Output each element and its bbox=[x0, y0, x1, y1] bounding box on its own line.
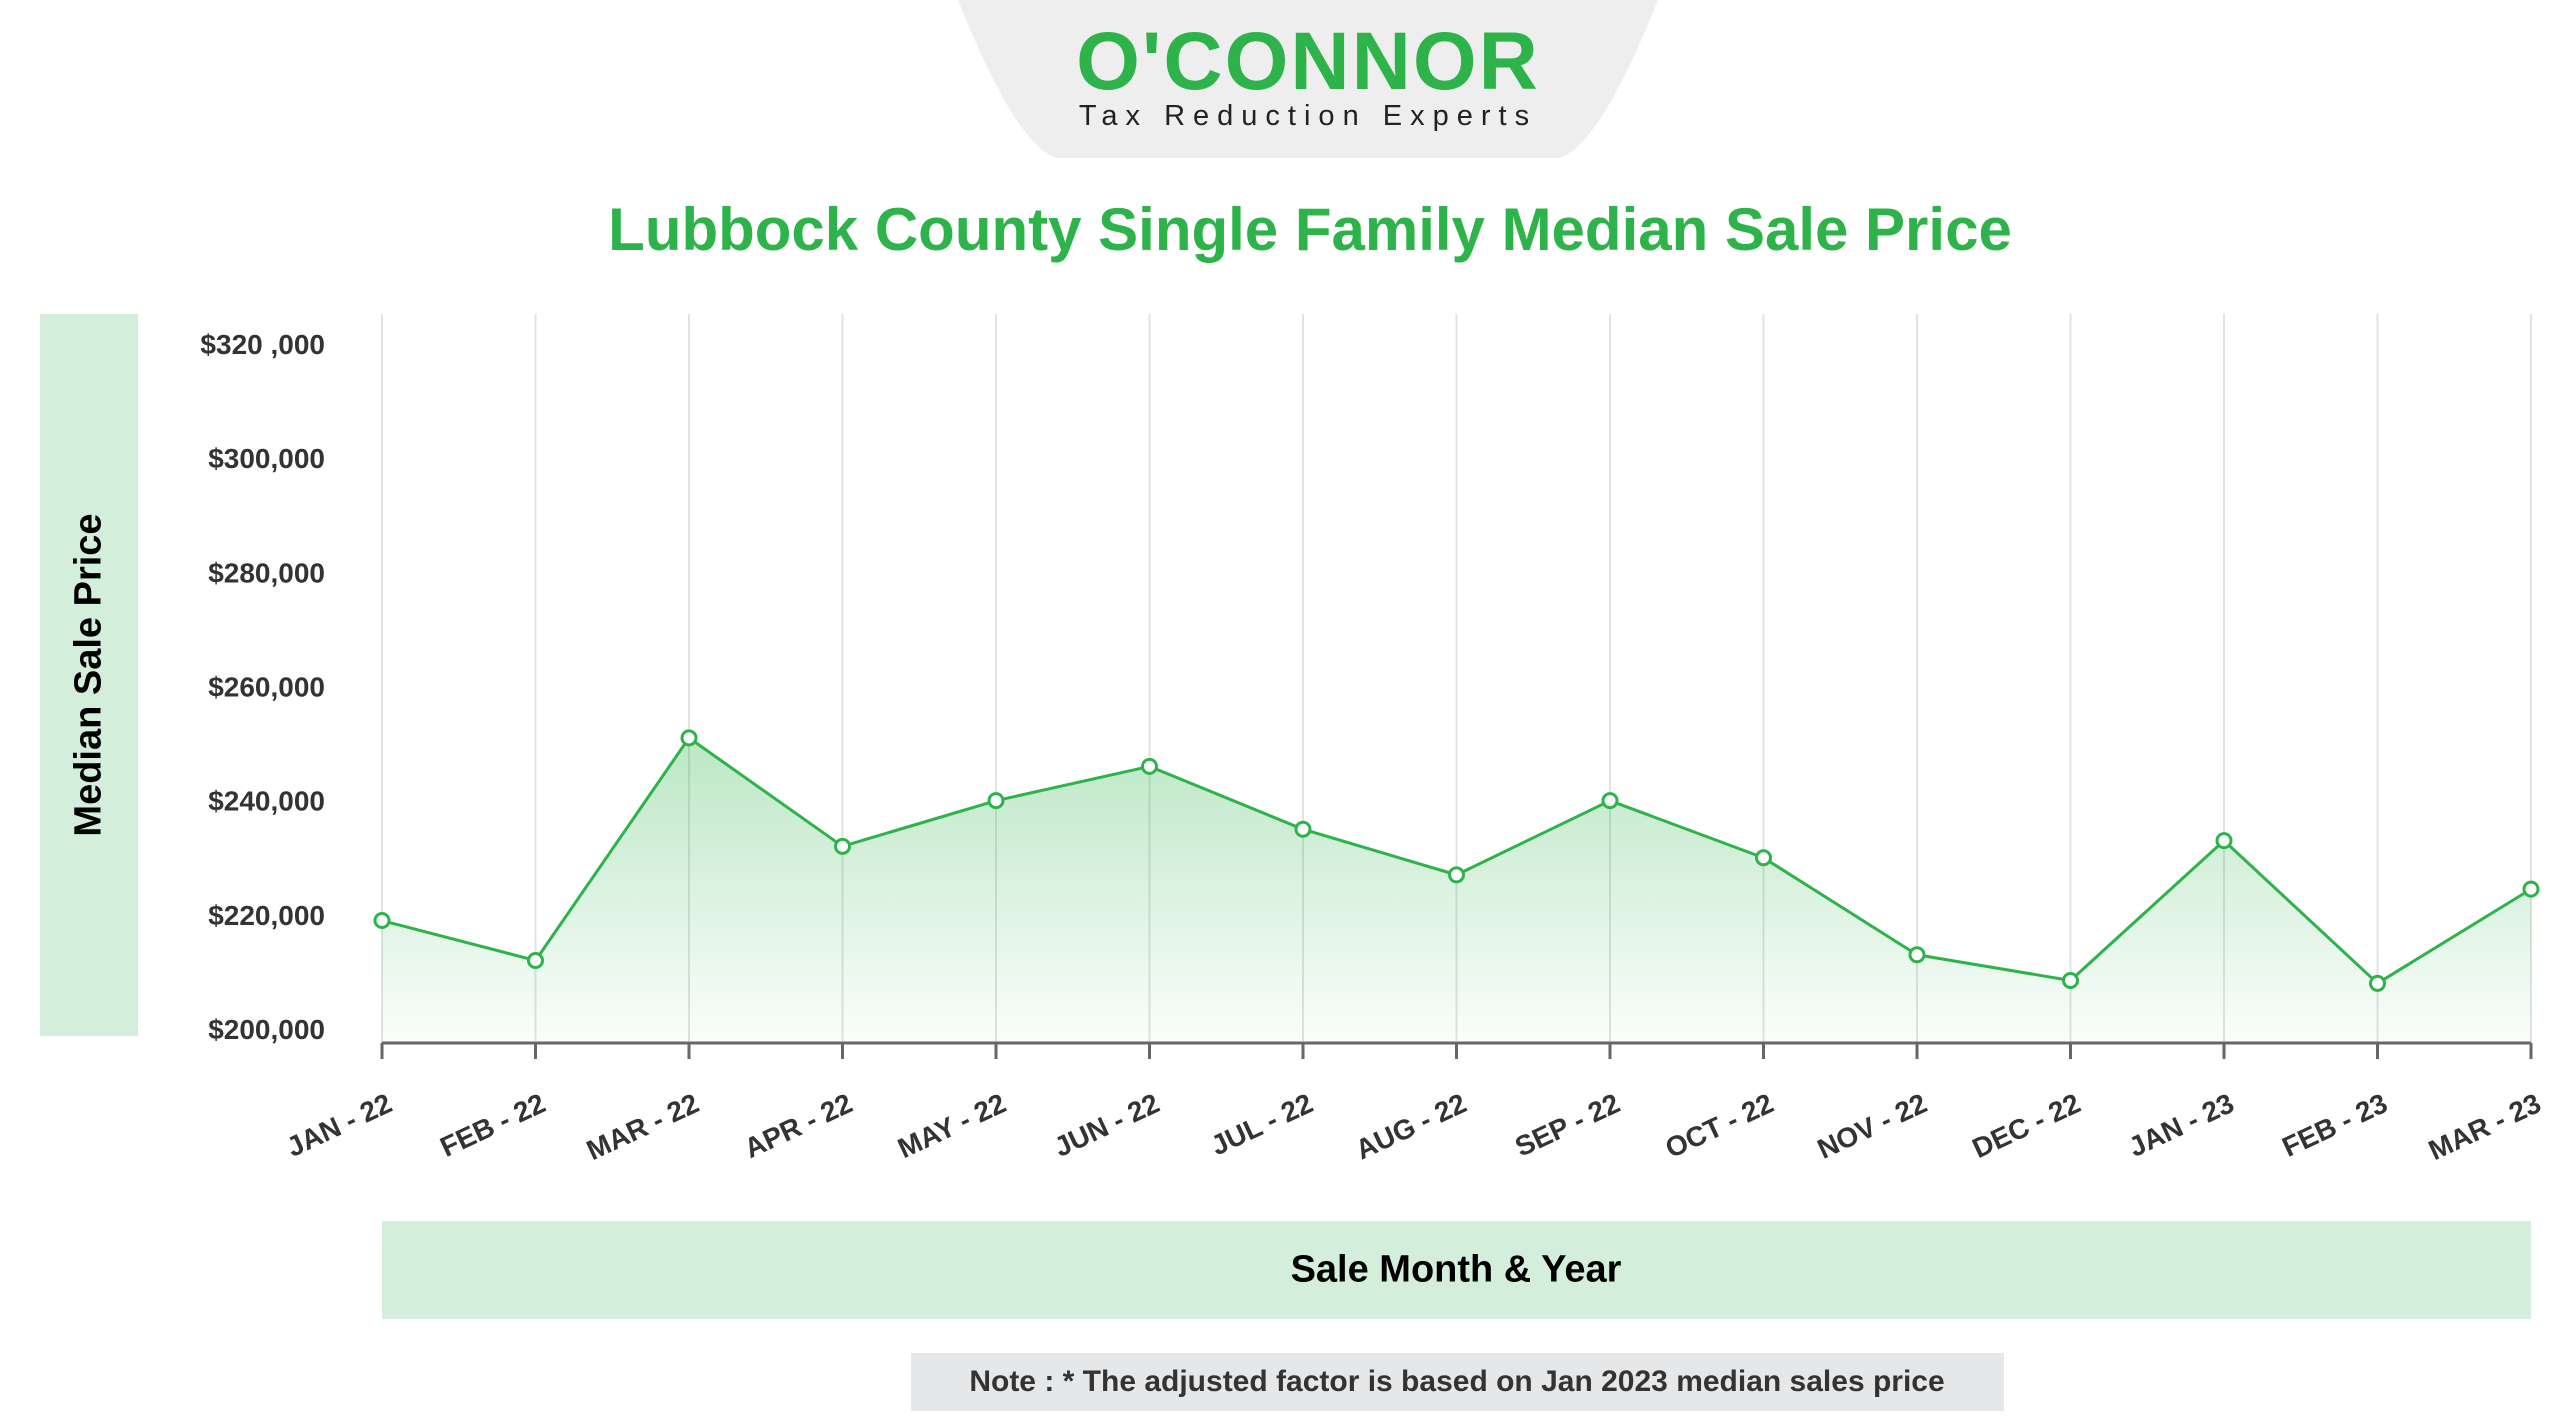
logo-wordmark: O'CONNOR bbox=[1076, 16, 1540, 107]
x-tick-label: APR - 22 bbox=[740, 1087, 857, 1164]
x-tick-label: JAN - 22 bbox=[282, 1087, 397, 1162]
data-point bbox=[527, 952, 544, 969]
note-box bbox=[911, 1353, 2004, 1411]
note-text: Note : * The adjusted factor is based on… bbox=[969, 1365, 1945, 1398]
x-axis bbox=[380, 1041, 2533, 1059]
y-tick-labels: $200,000 $220,000 $240,000 $260,000 $280,000… bbox=[200, 329, 325, 1045]
x-tick-label: DEC - 22 bbox=[1968, 1087, 2085, 1164]
data-point bbox=[2215, 832, 2233, 850]
x-tick-label: MAY - 22 bbox=[893, 1087, 1010, 1164]
x-axis-label: Sale Month & Year bbox=[1290, 1248, 1622, 1291]
logo-badge bbox=[958, 0, 1658, 158]
chart-title: Lubbock County Single Family Median Sale… bbox=[608, 196, 2012, 263]
y-tick-label: $300,000 bbox=[208, 443, 325, 474]
x-axis-label-band bbox=[382, 1221, 2531, 1319]
x-tick-label: JUN - 22 bbox=[1049, 1087, 1164, 1162]
y-tick-label: $320 ,000 bbox=[200, 329, 325, 360]
x-tick-label: JUL - 22 bbox=[1206, 1087, 1317, 1161]
data-point bbox=[987, 792, 1005, 810]
x-tick-label: MAR - 22 bbox=[582, 1087, 704, 1166]
y-tick-label: $280,000 bbox=[208, 557, 325, 588]
x-tick-label: FEB - 23 bbox=[2277, 1087, 2392, 1162]
data-point bbox=[1448, 866, 1465, 884]
data-point bbox=[1755, 849, 1772, 867]
y-tick-label: $240,000 bbox=[208, 786, 325, 817]
data-points bbox=[373, 729, 2540, 992]
data-point bbox=[680, 729, 698, 747]
y-axis-label-band bbox=[40, 314, 138, 1036]
x-tick-label: SEP - 22 bbox=[1510, 1087, 1624, 1162]
data-point bbox=[2522, 880, 2540, 898]
x-tick-label: OCT - 22 bbox=[1661, 1087, 1778, 1164]
area-fill bbox=[382, 737, 2531, 1043]
y-tick-label: $220,000 bbox=[208, 900, 325, 931]
data-point bbox=[834, 837, 851, 855]
area-shape bbox=[382, 737, 2531, 1043]
x-tick-label: NOV - 22 bbox=[1813, 1087, 1932, 1164]
line-chart: $200,000 $220,000 $240,000 $260,000 $280,000… bbox=[200, 314, 2546, 1166]
data-point bbox=[1141, 757, 1158, 775]
logo-tagline: Tax Reduction Experts bbox=[1078, 100, 1538, 132]
logo-badge-shape bbox=[958, 0, 1658, 158]
data-point bbox=[1294, 820, 1312, 838]
x-tick-label: MAR - 23 bbox=[2424, 1087, 2546, 1166]
x-tick-label: JAN - 23 bbox=[2124, 1087, 2239, 1162]
y-tick-label: $260,000 bbox=[208, 672, 325, 703]
data-point bbox=[2062, 971, 2079, 989]
data-point bbox=[373, 912, 391, 930]
x-tick-labels: JAN - 22 FEB - 22 MAR - 22 APR - 22 MAY - 22… bbox=[282, 1087, 2546, 1166]
data-point bbox=[2369, 974, 2386, 992]
data-point bbox=[1601, 792, 1619, 810]
x-tick-label: FEB - 22 bbox=[435, 1087, 550, 1162]
x-tick-label: AUG - 22 bbox=[1351, 1087, 1471, 1165]
data-point bbox=[1908, 946, 1926, 964]
y-tick-label: $200,000 bbox=[208, 1014, 325, 1045]
